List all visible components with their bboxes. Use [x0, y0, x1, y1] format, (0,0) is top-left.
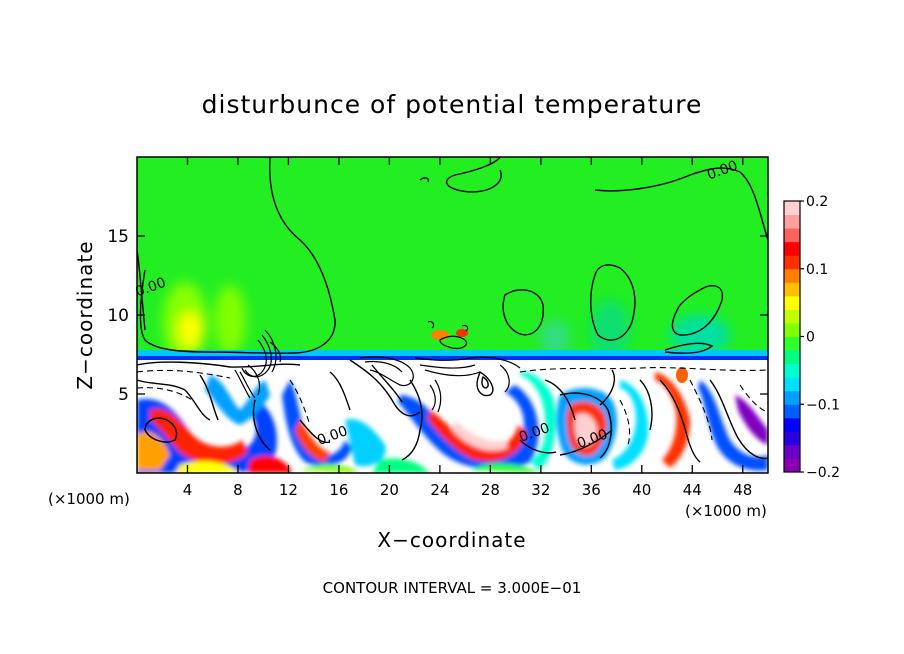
colorbar-tick-label: −0.1	[806, 397, 840, 413]
colorbar-swatch	[784, 201, 800, 216]
x-tick-label: 12	[279, 481, 298, 499]
colorbar-swatch	[784, 241, 800, 256]
colorbar-swatch	[784, 390, 800, 405]
colorbar: 0.2 0.1 0 −0.1 −0.2	[783, 194, 840, 481]
colorbar-tick-label: 0.1	[806, 262, 828, 278]
x-tick-label: 8	[233, 481, 243, 499]
colorbar-swatch	[784, 214, 800, 229]
contour-clusters	[234, 320, 521, 413]
x-tick-label: 32	[531, 481, 550, 499]
colorbar-swatch	[784, 336, 800, 351]
colorbar-swatch	[784, 309, 800, 324]
colorbar-tick-label: 0.2	[806, 194, 828, 210]
colorbar-swatch	[784, 295, 800, 310]
tropopause-spots	[431, 329, 688, 383]
colorbar-swatch	[784, 255, 800, 270]
x-tick-label: 16	[329, 481, 348, 499]
x-unit-left: (×1000 m)	[48, 490, 130, 508]
colorbar-swatch	[784, 322, 800, 337]
x-unit-right: (×1000 m)	[685, 502, 767, 520]
colorbar-swatch	[784, 444, 800, 459]
colorbar-tick-label: −0.2	[806, 465, 840, 481]
x-tick-label: 20	[380, 481, 399, 499]
x-tick-label: 36	[582, 481, 601, 499]
y-tick-label: 15	[107, 227, 129, 247]
x-tick-label: 48	[733, 481, 752, 499]
blue-band	[137, 350, 768, 358]
colorbar-swatch	[784, 458, 800, 473]
x-tick-label: 28	[481, 481, 500, 499]
x-tick-label: 44	[683, 481, 702, 499]
upper-anomalies	[163, 282, 730, 362]
colorbar-swatch	[784, 417, 800, 432]
colorbar-swatch	[784, 363, 800, 378]
colorbar-swatch	[784, 228, 800, 243]
x-tick-label: 24	[430, 481, 449, 499]
chart-title: disturbunce of potential temperature	[202, 90, 703, 119]
x-tick-label: 40	[632, 481, 651, 499]
x-tick-label: 4	[183, 481, 193, 499]
x-axis-label: X−coordinate	[377, 528, 526, 552]
plot-area	[137, 157, 768, 473]
y-axis: 5 10 15	[107, 227, 768, 405]
y-axis-label: Z−coordinate	[73, 240, 97, 389]
contour-lines	[137, 157, 768, 463]
y-tick-label: 10	[107, 306, 129, 326]
y-tick-label: 5	[118, 385, 129, 405]
colorbar-swatch	[784, 282, 800, 297]
colorbar-swatch	[784, 268, 800, 283]
contour-interval-note: CONTOUR INTERVAL = 3.000E−01	[323, 579, 582, 597]
dashed-contours	[137, 367, 768, 446]
colorbar-tick-label: 0	[806, 330, 815, 346]
colorbar-swatch	[784, 377, 800, 392]
colorbar-swatch	[784, 350, 800, 365]
x-axis: 4 8 12 16 20 24 28 32 36 40 44 48	[183, 157, 752, 499]
colorbar-swatch	[784, 404, 800, 419]
colorbar-swatch	[784, 431, 800, 446]
